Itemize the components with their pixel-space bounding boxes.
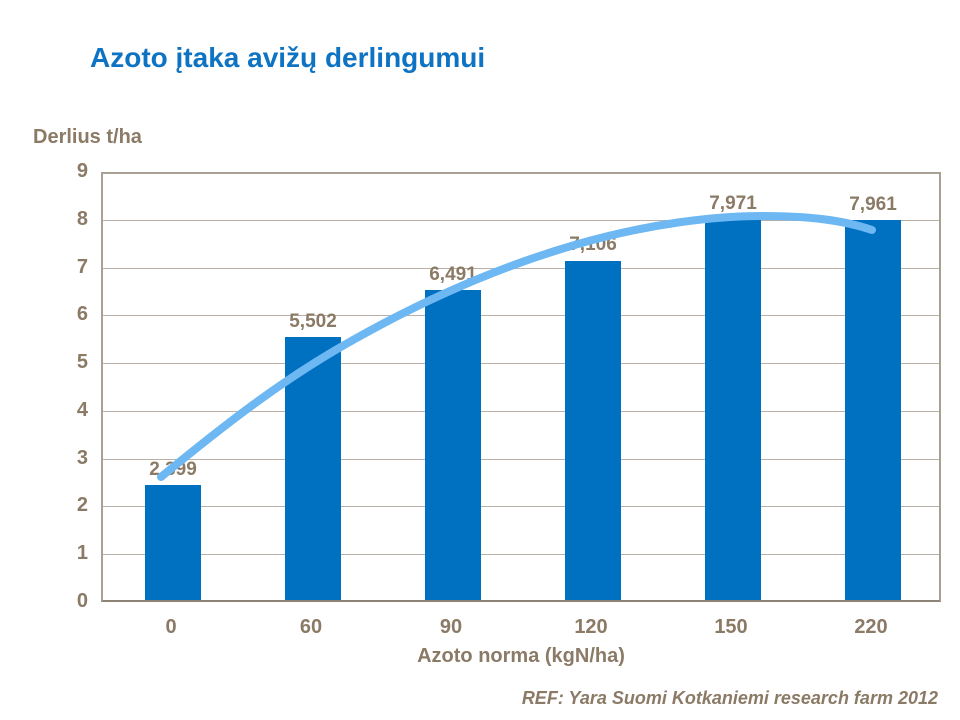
x-tick-label: 90: [439, 616, 463, 638]
gridline: [103, 219, 939, 221]
gridline: [103, 363, 939, 365]
x-tick-label: 0: [165, 616, 177, 638]
x-tick-label: 220: [854, 616, 888, 638]
gridline: [103, 267, 939, 269]
bar-value-label: 6,491: [429, 263, 477, 285]
bar: [285, 337, 341, 600]
trend-curve: [157, 211, 876, 481]
y-axis-title: Derlius t/ha: [33, 126, 142, 148]
y-tick-label: 3: [76, 446, 88, 469]
bar: [705, 219, 761, 600]
chart-title: Azoto įtaka avižų derlingumui: [90, 42, 486, 73]
bar-value-label: 7,971: [709, 193, 757, 215]
y-tick-label: 2: [76, 494, 88, 517]
x-tick-label: 120: [574, 616, 608, 638]
bar: [565, 260, 621, 600]
gridline: [103, 458, 939, 460]
y-tick-label: 5: [76, 351, 88, 374]
y-tick-label: 1: [76, 542, 88, 565]
gridline: [103, 410, 939, 412]
plot-area: 2,399 5,502 6,491 7,106 7,971 7,961: [101, 172, 941, 602]
bar: [145, 485, 201, 600]
y-tick-label: 7: [76, 255, 88, 278]
x-axis-title: Azoto norma (kgN/ha): [417, 645, 625, 667]
y-tick-label: 8: [76, 207, 88, 230]
reference-text: REF: Yara Suomi Kotkaniemi research farm…: [521, 688, 938, 708]
y-tick-label: 6: [76, 303, 88, 326]
x-tick-label: 150: [714, 616, 748, 638]
gridline: [103, 315, 939, 317]
x-tick-label: 60: [299, 616, 323, 638]
bar-value-label: 7,961: [849, 193, 897, 215]
y-tick-label: 9: [76, 160, 88, 182]
bar: [425, 289, 481, 600]
y-tick-label: 4: [76, 398, 88, 421]
y-tick-label: 0: [76, 590, 88, 612]
gridline: [103, 506, 939, 508]
gridline: [103, 554, 939, 556]
trend-curve-path: [157, 211, 876, 481]
bar: [845, 219, 901, 600]
bar-value-label: 5,502: [289, 311, 337, 333]
